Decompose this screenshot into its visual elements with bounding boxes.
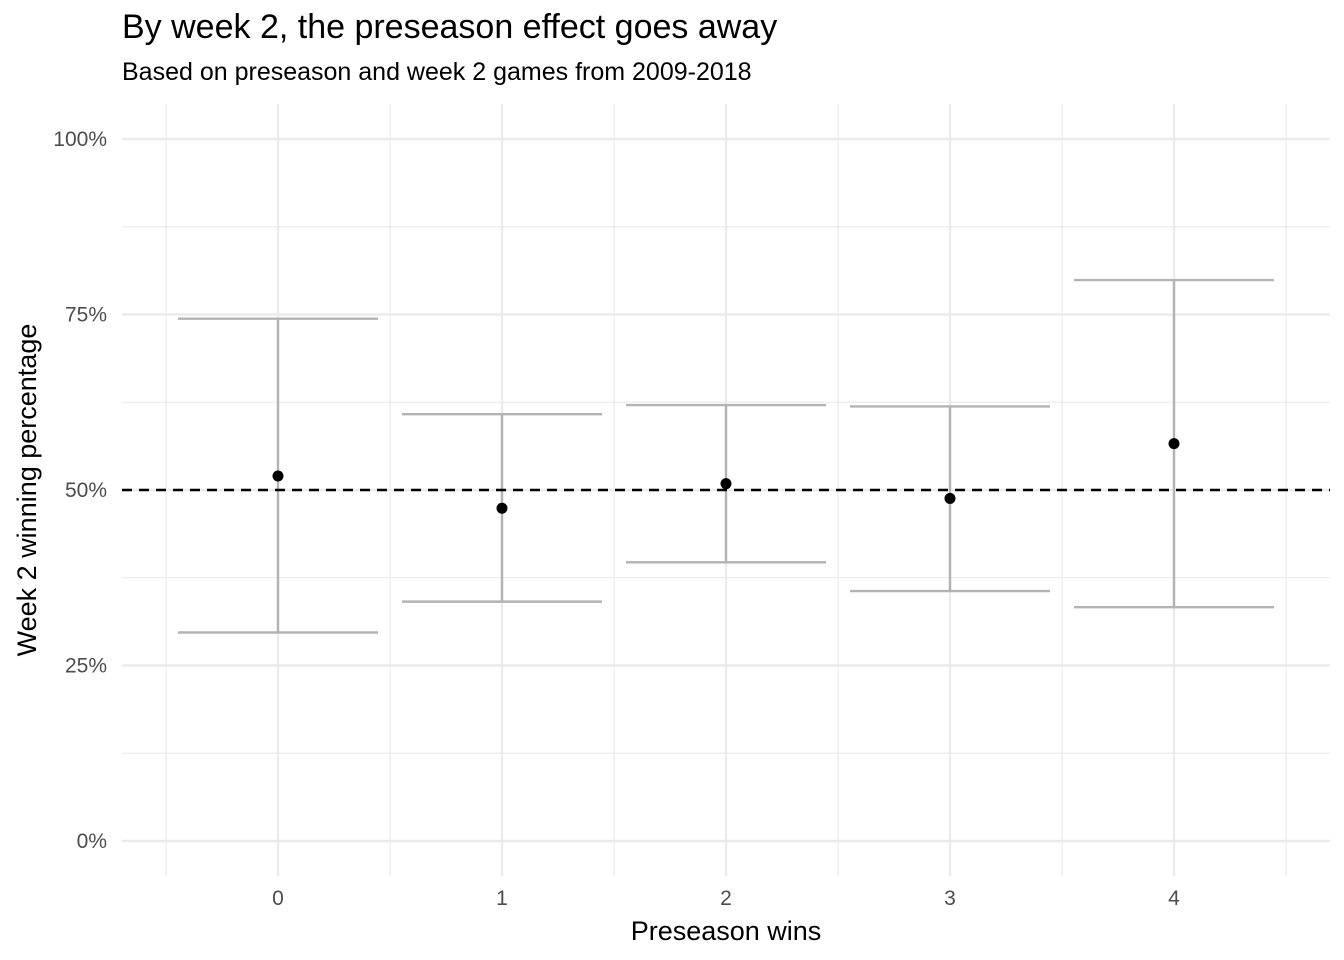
data-point: [944, 492, 956, 504]
y-axis-title: Week 2 winning percentage: [12, 324, 42, 657]
y-tick-label: 50%: [65, 479, 107, 502]
y-tick-label: 100%: [53, 128, 107, 151]
data-point: [1168, 438, 1180, 450]
chart-subtitle: Based on preseason and week 2 games from…: [122, 58, 752, 86]
x-axis-title: Preseason wins: [631, 916, 822, 946]
y-tick-label: 75%: [65, 304, 107, 327]
x-tick-label: 0: [272, 887, 284, 910]
data-point: [496, 502, 508, 514]
x-tick-label: 3: [944, 887, 956, 910]
y-tick-labels: 0% 25% 50% 75% 100%: [53, 128, 107, 853]
y-tick-label: 25%: [65, 655, 107, 678]
x-tick-label: 4: [1168, 887, 1180, 910]
data-point: [272, 470, 284, 482]
x-tick-label: 1: [496, 887, 508, 910]
x-tick-label: 2: [720, 887, 732, 910]
data-point: [720, 478, 732, 490]
y-tick-label: 0%: [77, 830, 107, 853]
point-group: [272, 438, 1180, 514]
chart-title: By week 2, the preseason effect goes awa…: [122, 8, 778, 46]
x-tick-labels: 0 1 2 3 4: [272, 887, 1180, 910]
